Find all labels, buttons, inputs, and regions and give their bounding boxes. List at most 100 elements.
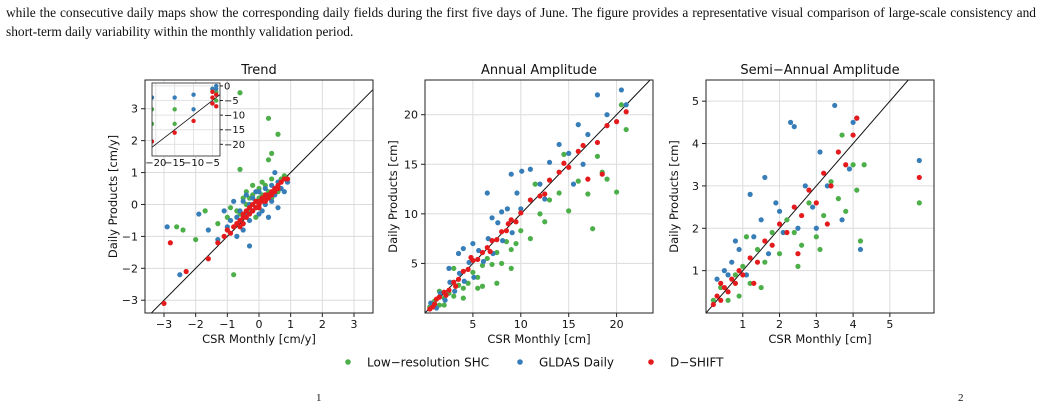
point-d-shift: [451, 279, 457, 285]
point-d-shift: [542, 191, 548, 197]
y-tick-label: 1: [692, 265, 699, 278]
point-gldas-daily: [787, 119, 794, 125]
point-low-resolution-shc: [451, 293, 457, 299]
chart-annual-amplitude-title: Annual Amplitude: [481, 63, 597, 78]
point-low-resolution-shc: [743, 234, 750, 240]
point-low-resolution-shc: [193, 236, 199, 243]
point-low-resolution-shc: [835, 196, 841, 202]
point-d-shift: [167, 240, 173, 246]
point-gldas-daily: [762, 174, 768, 181]
point-low-resolution-shc: [484, 255, 490, 262]
point-gldas-daily: [476, 247, 482, 254]
point-gldas-daily: [537, 181, 543, 187]
plot-area: [425, 80, 651, 313]
inset-point-d-shift: [214, 104, 219, 109]
point-gldas-daily: [489, 215, 495, 221]
point-low-resolution-shc: [518, 228, 524, 234]
point-gldas-daily: [813, 225, 819, 231]
point-d-shift: [221, 233, 227, 239]
point-low-resolution-shc: [795, 263, 801, 269]
point-low-resolution-shc: [843, 208, 849, 214]
point-low-resolution-shc: [537, 211, 543, 217]
chart-semi-annual-amplitude: Semi−Annual Amplitude 1 2 3 4 5 1 2 3 4 5 CSR Month…: [667, 63, 935, 346]
point-d-shift: [585, 176, 591, 182]
x-tick-label: 3: [813, 318, 820, 331]
point-low-resolution-shc: [174, 224, 180, 230]
point-gldas-daily: [791, 124, 797, 130]
point-gldas-daily: [240, 227, 246, 233]
inset-point-low-resolution-shc: [172, 121, 177, 127]
point-low-resolution-shc: [732, 272, 739, 278]
x-tick-label: 2: [776, 318, 783, 331]
point-d-shift: [262, 192, 268, 198]
x-tick-label: 5: [469, 318, 476, 331]
legend-label: GLDAS Daily: [539, 356, 614, 370]
point-gldas-daily: [281, 189, 287, 195]
point-d-shift: [594, 139, 601, 146]
point-low-resolution-shc: [861, 162, 867, 168]
inset-point-low-resolution-shc: [152, 107, 155, 112]
point-d-shift: [843, 162, 849, 168]
y-tick-label: 15: [404, 158, 418, 171]
point-d-shift: [430, 304, 436, 310]
point-low-resolution-shc: [499, 260, 505, 267]
point-low-resolution-shc: [475, 274, 481, 280]
point-d-shift: [751, 280, 757, 286]
point-gldas-daily: [485, 236, 491, 242]
inset-x-tick-label: −20: [145, 158, 166, 169]
point-low-resolution-shc: [806, 200, 812, 206]
point-d-shift: [234, 221, 240, 227]
point-d-shift: [806, 187, 812, 193]
point-gldas-daily: [743, 272, 750, 278]
point-d-shift: [556, 169, 562, 175]
point-d-shift: [465, 266, 471, 272]
point-low-resolution-shc: [253, 214, 259, 220]
y-axis-label: Daily Products [cm]: [386, 140, 400, 253]
point-gldas-daily: [452, 288, 458, 294]
point-gldas-daily: [256, 189, 262, 195]
point-low-resolution-shc: [479, 283, 486, 289]
point-gldas-daily: [546, 159, 553, 165]
point-gldas-daily: [618, 87, 624, 93]
point-d-shift: [231, 224, 237, 230]
point-gldas-daily: [447, 279, 453, 285]
point-low-resolution-shc: [479, 262, 486, 269]
point-d-shift: [227, 230, 234, 236]
point-gldas-daily: [832, 102, 838, 109]
point-d-shift: [479, 249, 486, 256]
point-low-resolution-shc: [575, 178, 581, 184]
point-d-shift: [272, 189, 278, 195]
point-low-resolution-shc: [821, 212, 827, 219]
point-low-resolution-shc: [736, 293, 742, 299]
point-low-resolution-shc: [566, 208, 572, 214]
point-d-shift: [916, 174, 922, 181]
point-low-resolution-shc: [441, 302, 447, 308]
point-d-shift: [732, 280, 739, 286]
point-d-shift: [224, 227, 230, 233]
inset-point-d-shift: [191, 118, 196, 124]
point-gldas-daily: [518, 206, 524, 212]
inset-point-low-resolution-shc: [214, 98, 219, 103]
plot-area: [150, 88, 373, 313]
point-gldas-daily: [519, 168, 525, 174]
point-d-shift: [623, 109, 629, 115]
point-d-shift: [505, 221, 511, 227]
point-d-shift: [835, 149, 841, 155]
point-d-shift: [468, 254, 474, 261]
point-low-resolution-shc: [604, 176, 610, 182]
point-low-resolution-shc: [180, 227, 186, 233]
point-low-resolution-shc: [561, 151, 567, 157]
point-low-resolution-shc: [265, 157, 272, 163]
y-tick-label: 1: [131, 167, 138, 180]
point-gldas-daily: [461, 278, 467, 284]
point-low-resolution-shc: [269, 150, 275, 157]
point-d-shift: [250, 208, 256, 214]
point-low-resolution-shc: [839, 132, 845, 138]
point-d-shift: [284, 176, 291, 182]
point-gldas-daily: [504, 206, 510, 212]
x-tick-label: 1: [287, 318, 294, 331]
point-d-shift: [714, 293, 720, 299]
inset-background: [152, 83, 220, 156]
point-d-shift: [475, 256, 481, 263]
x-axis-label: CSR Monthly [cm]: [768, 332, 871, 346]
